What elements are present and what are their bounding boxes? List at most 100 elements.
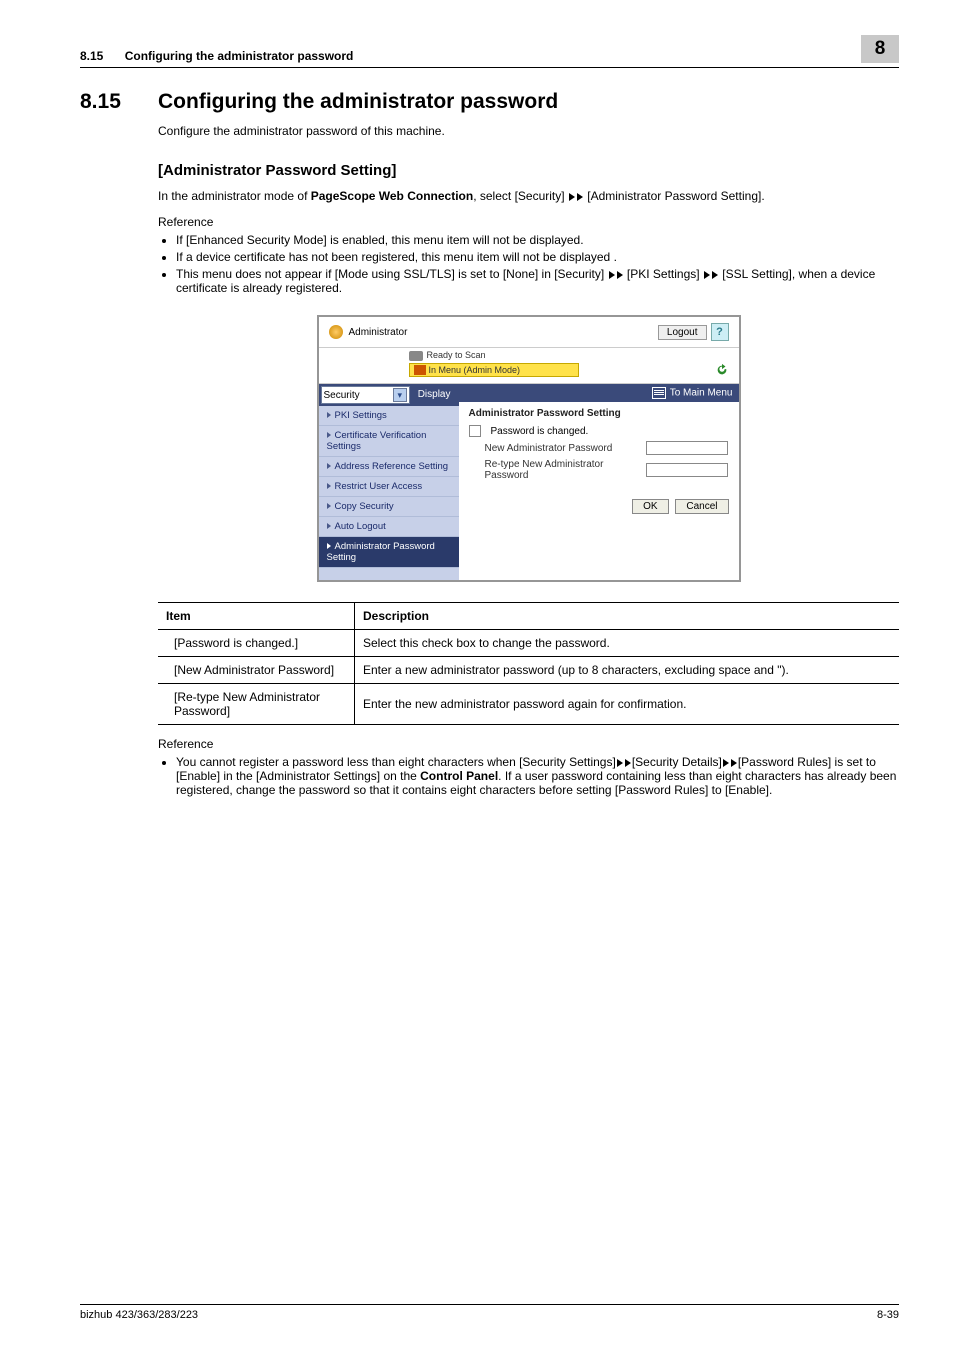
sidebar-item-addr-ref[interactable]: Address Reference Setting [319,457,459,477]
menu-mode-status: In Menu (Admin Mode) [409,363,579,378]
header-section-num: 8.15 [80,49,103,63]
new-password-label: New Administrator Password [469,443,640,454]
chevron-down-icon: ▾ [393,388,407,402]
reference-label: Reference [158,737,899,751]
reference-list: If [Enhanced Security Mode] is enabled, … [158,233,899,295]
retype-password-label: Re-type New Administrator Password [469,459,640,481]
triangle-icon [327,503,331,509]
list-item: This menu does not appear if [Mode using… [176,267,899,295]
footer-model: bizhub 423/363/283/223 [80,1309,198,1321]
screenshot-titlebar: Administrator Logout ? [319,317,739,348]
category-select-value: Security [324,390,360,401]
table-cell-desc: Enter the new administrator password aga… [355,684,900,725]
list-item: If [Enhanced Security Mode] is enabled, … [176,233,899,247]
table-row: [New Administrator Password] Enter a new… [158,657,899,684]
table-cell-item: [Re-type New Administrator Password] [158,684,355,725]
triangle-icon [327,463,331,469]
table-header-row: Item Description [158,603,899,630]
heading-2-number: 8.15 [80,90,158,114]
arrow-icon [609,271,615,279]
logout-button[interactable]: Logout [658,325,707,340]
screenshot-sidebar: Security ▾ Display PKI Settings Certific… [319,384,459,580]
triangle-icon [327,543,331,549]
description-table: Item Description [Password is changed.] … [158,602,899,725]
list-item: You cannot register a password less than… [176,755,899,797]
sidebar-item-restrict-user[interactable]: Restrict User Access [319,477,459,497]
administrator-icon [329,325,343,339]
table-cell-item: [Password is changed.] [158,630,355,657]
chapter-number-box: 8 [861,35,899,63]
heading-3: [Administrator Password Setting] [158,162,899,179]
to-main-menu-button[interactable]: To Main Menu [459,384,739,402]
heading-2: 8.15 Configuring the administrator passw… [80,90,899,114]
sidebar-menu: PKI Settings Certificate Verification Se… [319,406,459,568]
arrow-icon [617,271,623,279]
ready-status: Ready to Scan [409,350,729,361]
arrow-icon [712,271,718,279]
sidebar-item-copy-security[interactable]: Copy Security [319,497,459,517]
cancel-button[interactable]: Cancel [675,499,728,514]
reference-list-2: You cannot register a password less than… [158,755,899,797]
table-cell-item: [New Administrator Password] [158,657,355,684]
text: [Security Details] [632,755,722,769]
screenshot-main: To Main Menu Administrator Password Sett… [459,384,739,580]
table-cell-desc: Select this check box to change the pass… [355,630,900,657]
menu-icon [652,387,666,399]
refresh-icon[interactable] [715,363,729,377]
sidebar-item-cert-verif[interactable]: Certificate Verification Settings [319,426,459,457]
retype-password-input[interactable] [646,463,728,477]
to-main-menu-label: To Main Menu [670,388,733,399]
sidebar-item-admin-password[interactable]: Administrator Password Setting [319,537,459,568]
table-row: [Password is changed.] Select this check… [158,630,899,657]
sidebar-item-label: Auto Logout [335,521,386,532]
instruction-paragraph: In the administrator mode of PageScope W… [158,189,899,203]
list-item: If a device certificate has not been reg… [176,250,899,264]
help-icon[interactable]: ? [711,323,729,341]
text: This menu does not appear if [Mode using… [176,267,608,281]
intro-paragraph: Configure the administrator password of … [158,124,899,138]
text: [PKI Settings] [624,267,703,281]
arrow-icon [731,759,737,767]
administrator-label: Administrator [349,327,408,338]
text: [Administrator Password Setting]. [584,189,765,203]
triangle-icon [327,432,331,438]
text: You cannot register a password less than… [176,755,616,769]
text: In the administrator mode of [158,189,311,203]
screenshot-status-bar: Ready to Scan In Menu (Admin Mode) [319,348,739,384]
sidebar-item-label: Administrator Password Setting [327,541,435,563]
arrow-icon [625,759,631,767]
triangle-icon [327,412,331,418]
text-bold: PageScope Web Connection [311,189,473,203]
display-button[interactable]: Display [412,386,457,404]
text-bold: Control Panel [420,769,498,783]
triangle-icon [327,483,331,489]
table-cell-desc: Enter a new administrator password (up t… [355,657,900,684]
arrow-icon [704,271,710,279]
new-password-input[interactable] [646,441,728,455]
sidebar-item-label: Restrict User Access [335,481,423,492]
table-header-desc: Description [355,603,900,630]
sidebar-item-auto-logout[interactable]: Auto Logout [319,517,459,537]
sidebar-item-label: Address Reference Setting [335,461,449,472]
sidebar-item-label: Certificate Verification Settings [327,430,427,452]
embedded-screenshot: Administrator Logout ? Ready to Scan In … [317,315,741,582]
triangle-icon [327,523,331,529]
password-changed-checkbox[interactable] [469,425,481,437]
arrow-icon [617,759,623,767]
sidebar-item-label: PKI Settings [335,410,387,421]
table-row: [Re-type New Administrator Password] Ent… [158,684,899,725]
arrow-icon [569,193,575,201]
arrow-icon [577,193,583,201]
category-select[interactable]: Security ▾ [321,386,410,404]
sidebar-item-label: Copy Security [335,501,394,512]
page-footer: bizhub 423/363/283/223 8-39 [80,1304,899,1321]
heading-2-title: Configuring the administrator password [158,90,558,114]
footer-page: 8-39 [877,1309,899,1321]
ok-button[interactable]: OK [632,499,668,514]
sidebar-item-pki[interactable]: PKI Settings [319,406,459,426]
header-section-title: Configuring the administrator password [125,49,354,63]
reference-label: Reference [158,215,899,229]
table-header-item: Item [158,603,355,630]
password-changed-label: Password is changed. [491,426,589,437]
text: , select [Security] [473,189,568,203]
